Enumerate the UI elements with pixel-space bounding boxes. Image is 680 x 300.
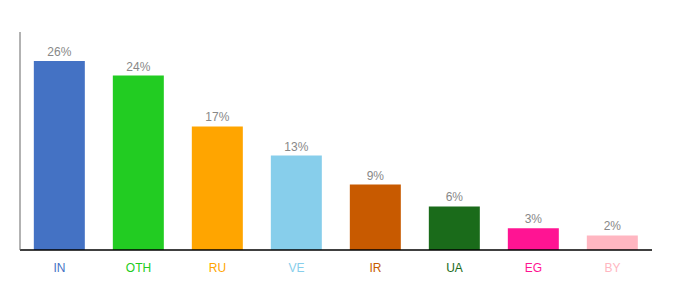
- svg-text:IN: IN: [54, 261, 66, 275]
- svg-text:RU: RU: [209, 261, 226, 275]
- svg-text:EG: EG: [525, 261, 542, 275]
- svg-text:BY: BY: [604, 261, 620, 275]
- svg-text:9%: 9%: [367, 169, 385, 183]
- svg-text:6%: 6%: [446, 190, 464, 204]
- svg-text:UA: UA: [446, 261, 463, 275]
- svg-text:24%: 24%: [126, 60, 150, 74]
- svg-text:VE: VE: [288, 261, 304, 275]
- svg-text:IR: IR: [370, 261, 382, 275]
- svg-text:13%: 13%: [284, 140, 308, 154]
- svg-text:OTH: OTH: [126, 261, 151, 275]
- svg-text:2%: 2%: [604, 219, 622, 233]
- svg-text:3%: 3%: [525, 212, 543, 226]
- svg-text:17%: 17%: [205, 110, 229, 124]
- svg-text:26%: 26%: [47, 45, 71, 59]
